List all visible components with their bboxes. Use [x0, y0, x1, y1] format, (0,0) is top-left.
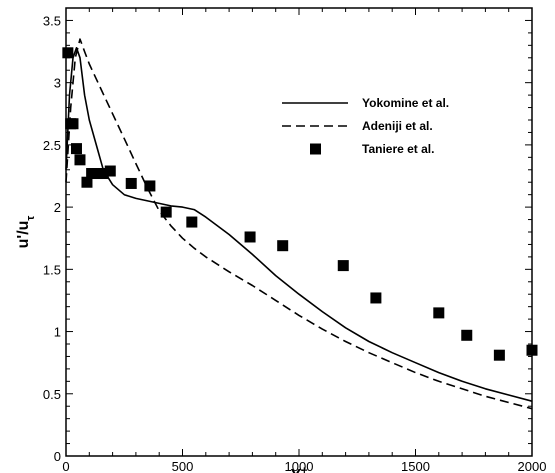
data-point-taniere — [461, 329, 473, 341]
y-axis-label: u'/uτ — [15, 216, 37, 249]
legend-marker-taniere — [310, 143, 321, 155]
x-tick-label: 0 — [62, 459, 69, 473]
y-tick-label: 1.5 — [43, 262, 61, 277]
x-axis-label: Y+ — [290, 465, 307, 473]
x-tick-label: 500 — [172, 459, 194, 473]
data-point-taniere — [277, 240, 289, 252]
legend-label: Adeniji et al. — [362, 119, 433, 133]
data-point-taniere — [104, 165, 116, 177]
data-point-taniere — [244, 231, 256, 243]
data-point-taniere — [67, 118, 79, 130]
legend-label: Yokomine et al. — [362, 96, 449, 110]
data-point-taniere — [337, 260, 349, 272]
ticks-layer: 0 500 1000 1500 2000 0 0.5 1 1.5 2 2.5 3 3.5 — [43, 8, 547, 473]
data-point-taniere — [86, 168, 98, 180]
data-point-taniere — [370, 292, 382, 304]
data-point-taniere — [70, 143, 82, 155]
data-point-taniere — [144, 180, 156, 192]
x-tick-label: 1500 — [401, 459, 430, 473]
data-point-taniere — [186, 216, 198, 228]
y-tick-label: 3 — [54, 76, 61, 91]
data-point-taniere — [433, 307, 445, 319]
y-tick-label: 0.5 — [43, 387, 61, 402]
y-tick-label: 1 — [54, 325, 61, 340]
legend: Yokomine et al. Adeniji et al. Taniere et … — [282, 96, 449, 156]
y-tick-label: 0 — [54, 449, 61, 464]
data-point-taniere — [62, 47, 74, 59]
data-point-taniere — [493, 349, 505, 361]
y-tick-label: 2 — [54, 200, 61, 215]
x-tick-label: 2000 — [518, 459, 547, 473]
x-tick-label: 1000 — [285, 459, 314, 473]
series-layer — [62, 38, 538, 410]
data-point-taniere — [81, 176, 93, 188]
series-line-adeniji — [65, 38, 533, 410]
data-point-taniere — [125, 177, 137, 189]
y-tick-label: 2.5 — [43, 138, 61, 153]
series-line-yokomine — [65, 46, 533, 402]
data-point-taniere — [160, 206, 172, 218]
data-point-taniere — [74, 154, 86, 166]
data-point-taniere — [91, 168, 103, 180]
data-point-taniere — [97, 168, 109, 180]
legend-label: Taniere et al. — [362, 142, 434, 156]
y-tick-label: 3.5 — [43, 13, 61, 28]
